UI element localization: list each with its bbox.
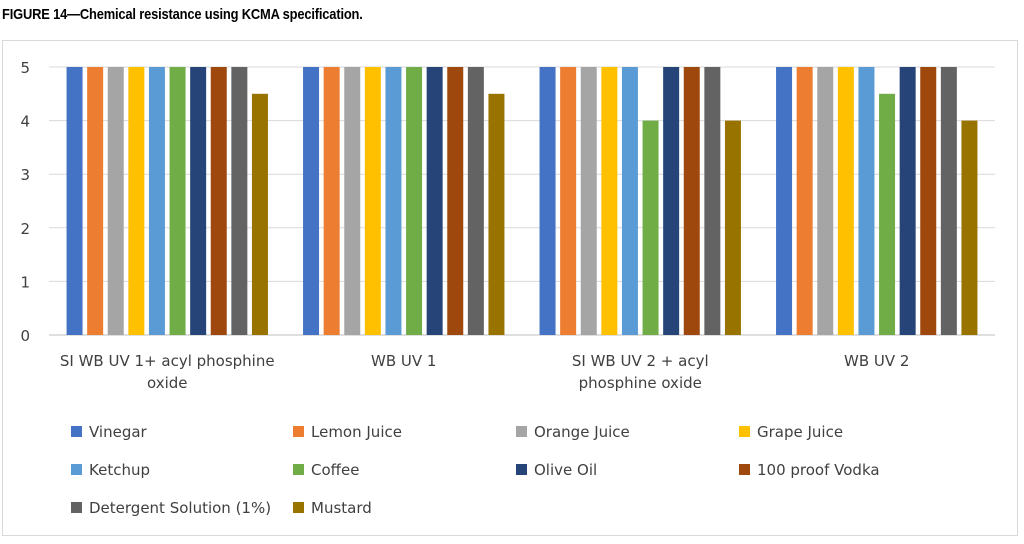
bar bbox=[920, 67, 937, 335]
legend-label: Detergent Solution (1%) bbox=[89, 499, 271, 517]
figure-title: FIGURE 14—Chemical resistance using KCMA… bbox=[2, 6, 363, 23]
bar bbox=[128, 67, 145, 335]
bar bbox=[580, 67, 597, 335]
legend-label: Olive Oil bbox=[534, 461, 597, 479]
legend-label: Ketchup bbox=[89, 461, 150, 479]
x-tick-label: SI WB UV 1+ acyl phosphine bbox=[60, 352, 275, 370]
legend-swatch bbox=[293, 502, 304, 513]
bar bbox=[169, 67, 186, 335]
bar bbox=[385, 67, 402, 335]
bar bbox=[231, 67, 248, 335]
bar bbox=[190, 67, 207, 335]
legend-swatch bbox=[739, 426, 750, 437]
legend-label: Coffee bbox=[311, 461, 359, 479]
bar bbox=[642, 120, 659, 335]
bar bbox=[148, 67, 165, 335]
legend-label: 100 proof Vodka bbox=[757, 461, 880, 479]
legend-label: Orange Juice bbox=[534, 423, 630, 441]
legend-swatch bbox=[516, 464, 527, 475]
x-tick-label: oxide bbox=[147, 374, 188, 392]
bar bbox=[303, 67, 320, 335]
bar bbox=[467, 67, 484, 335]
bar bbox=[961, 120, 978, 335]
bar bbox=[704, 67, 721, 335]
legend-label: Mustard bbox=[311, 499, 372, 517]
bar bbox=[899, 67, 916, 335]
bar bbox=[858, 67, 875, 335]
bar bbox=[364, 67, 381, 335]
bar bbox=[837, 67, 854, 335]
y-tick-label: 0 bbox=[20, 327, 30, 345]
bar bbox=[344, 67, 361, 335]
legend-swatch bbox=[71, 464, 82, 475]
legend-swatch bbox=[739, 464, 750, 475]
x-tick-label: SI WB UV 2 + acyl bbox=[572, 352, 709, 370]
x-tick-label: WB UV 1 bbox=[371, 352, 436, 370]
bar bbox=[66, 67, 83, 335]
bar bbox=[87, 67, 104, 335]
bar bbox=[426, 67, 443, 335]
y-tick-label: 4 bbox=[20, 113, 30, 131]
bar bbox=[560, 67, 577, 335]
bar bbox=[447, 67, 464, 335]
legend-swatch bbox=[516, 426, 527, 437]
legend-label: Vinegar bbox=[89, 423, 148, 441]
bar bbox=[683, 67, 700, 335]
bar bbox=[210, 67, 227, 335]
bar bbox=[406, 67, 423, 335]
bar bbox=[796, 67, 813, 335]
legend-swatch bbox=[71, 426, 82, 437]
bar bbox=[107, 67, 124, 335]
legend-label: Lemon Juice bbox=[311, 423, 402, 441]
y-tick-label: 3 bbox=[20, 166, 30, 184]
bar bbox=[879, 93, 896, 335]
y-tick-label: 1 bbox=[20, 273, 30, 291]
bar bbox=[601, 67, 618, 335]
bar bbox=[940, 67, 957, 335]
x-tick-label: phosphine oxide bbox=[579, 374, 702, 392]
bar bbox=[251, 93, 268, 335]
bar bbox=[663, 67, 680, 335]
chart-area: 0 1 2 3 4 5 SI WB UV 1+ acyl phosphine oxide WB … bbox=[2, 40, 1018, 536]
legend-swatch bbox=[71, 502, 82, 513]
legend-swatch bbox=[293, 464, 304, 475]
bar bbox=[621, 67, 638, 335]
legend-label: Grape Juice bbox=[757, 423, 843, 441]
y-tick-label: 5 bbox=[20, 59, 30, 77]
bar bbox=[539, 67, 556, 335]
bar-chart: 0 1 2 3 4 5 SI WB UV 1+ acyl phosphine oxide WB … bbox=[20, 59, 995, 517]
bar bbox=[776, 67, 793, 335]
bar bbox=[724, 120, 741, 335]
legend-swatch bbox=[293, 426, 304, 437]
x-tick-label: WB UV 2 bbox=[844, 352, 909, 370]
y-tick-label: 2 bbox=[20, 220, 30, 238]
bar bbox=[323, 67, 340, 335]
bar bbox=[488, 93, 505, 335]
bar bbox=[817, 67, 834, 335]
